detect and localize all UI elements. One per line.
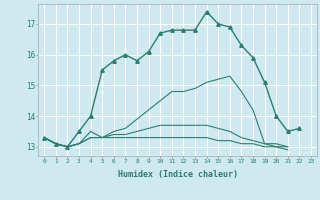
X-axis label: Humidex (Indice chaleur): Humidex (Indice chaleur): [118, 170, 238, 179]
